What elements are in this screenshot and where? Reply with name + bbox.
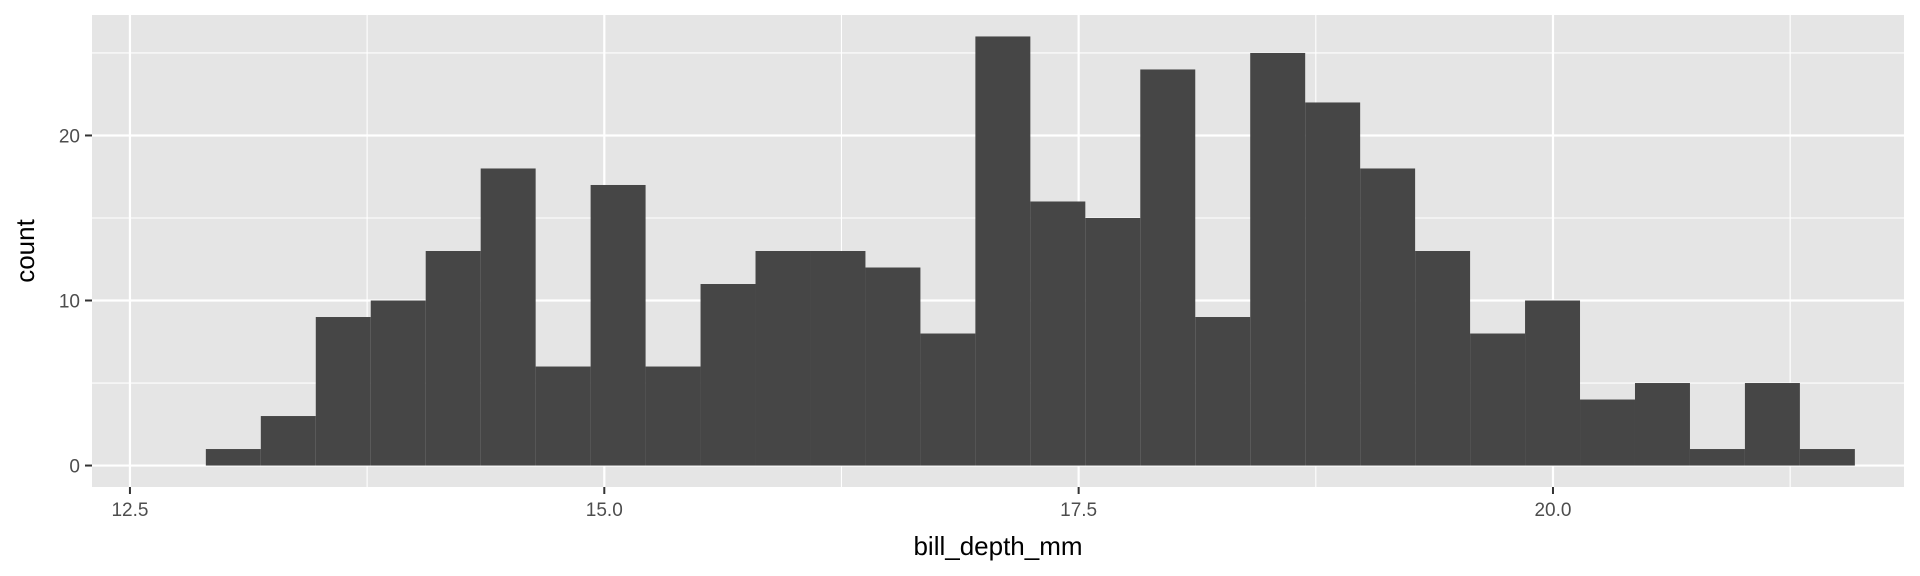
histogram-bar bbox=[1799, 449, 1855, 466]
histogram-bar bbox=[535, 366, 591, 466]
x-tick-label: 20.0 bbox=[1534, 500, 1571, 521]
histogram-bar bbox=[645, 366, 701, 466]
histogram-bar bbox=[755, 251, 811, 466]
y-axis: 0 10 20 bbox=[59, 126, 92, 478]
histogram-bar bbox=[1250, 52, 1306, 466]
y-tick-label: 20 bbox=[59, 126, 80, 147]
histogram-bar bbox=[480, 168, 536, 466]
x-tick-label: 12.5 bbox=[111, 500, 148, 521]
histogram-bar bbox=[1195, 317, 1251, 466]
y-tick-label: 0 bbox=[69, 457, 80, 478]
histogram-bar bbox=[1305, 102, 1361, 466]
y-axis-title: count bbox=[10, 218, 40, 282]
histogram-bar bbox=[370, 300, 426, 466]
histogram-bar bbox=[1360, 168, 1416, 466]
histogram-bar bbox=[315, 317, 371, 466]
histogram-bar bbox=[205, 449, 261, 466]
histogram-bar bbox=[1744, 383, 1800, 466]
histogram-bar bbox=[1085, 217, 1141, 466]
histogram-bar bbox=[865, 267, 921, 466]
histogram-bar bbox=[1580, 399, 1635, 466]
histogram-bar bbox=[810, 251, 866, 466]
x-tick-label: 17.5 bbox=[1060, 500, 1097, 521]
histogram-bar bbox=[1030, 201, 1086, 466]
histogram-bar bbox=[1634, 383, 1690, 466]
histogram-bar bbox=[1689, 449, 1745, 466]
x-axis-title: bill_depth_mm bbox=[913, 531, 1082, 561]
histogram-bar bbox=[975, 36, 1031, 466]
histogram-bar bbox=[1525, 300, 1581, 466]
bars bbox=[205, 36, 1855, 466]
histogram-bar bbox=[1140, 69, 1196, 466]
histogram-bar bbox=[700, 284, 756, 466]
y-tick-label: 10 bbox=[59, 292, 80, 313]
histogram-bar bbox=[590, 184, 646, 466]
histogram-bar bbox=[1470, 333, 1526, 466]
histogram-bar bbox=[260, 416, 316, 466]
x-axis: 12.5 15.0 17.5 20.0 bbox=[111, 487, 1571, 521]
histogram-bar bbox=[425, 251, 481, 466]
histogram-bar bbox=[920, 333, 976, 466]
x-tick-label: 15.0 bbox=[586, 500, 623, 521]
histogram-bar bbox=[1415, 251, 1471, 466]
